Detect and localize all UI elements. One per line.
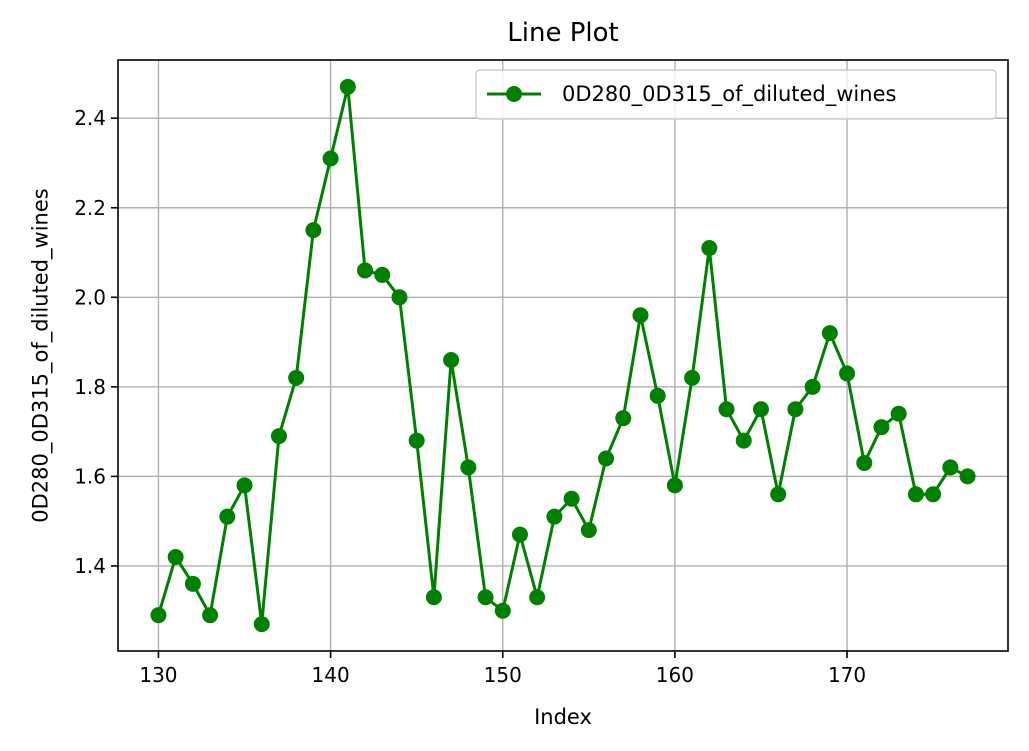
y-tick-label: 1.4 bbox=[74, 554, 106, 578]
data-point bbox=[787, 401, 804, 418]
data-point bbox=[907, 486, 924, 503]
data-point bbox=[202, 607, 219, 624]
data-point bbox=[925, 486, 942, 503]
data-point bbox=[219, 508, 236, 525]
legend: 0D280_0D315_of_diluted_wines bbox=[475, 69, 997, 120]
data-point bbox=[580, 522, 597, 539]
chart-title: Line Plot bbox=[507, 18, 618, 48]
plot-frame bbox=[117, 59, 1009, 652]
y-tick-label: 1.8 bbox=[74, 375, 106, 399]
data-point bbox=[339, 78, 356, 95]
data-point bbox=[598, 450, 615, 467]
y-axis-ticks: 1.4 1.6 1.8 2.0 2.2 2.4 bbox=[74, 106, 118, 578]
series-line bbox=[157, 85, 969, 626]
data-point bbox=[804, 378, 821, 395]
legend-marker-swatch bbox=[506, 86, 522, 102]
data-point bbox=[632, 307, 649, 324]
data-point bbox=[374, 266, 391, 283]
data-point bbox=[184, 575, 201, 592]
data-point bbox=[460, 459, 477, 476]
data-point bbox=[150, 607, 167, 624]
data-point bbox=[615, 410, 632, 427]
y-tick-label: 2.2 bbox=[74, 196, 106, 220]
data-point bbox=[666, 477, 683, 494]
y-axis-label: 0D280_0D315_of_diluted_wines bbox=[28, 188, 53, 522]
data-point bbox=[408, 432, 425, 449]
data-point bbox=[425, 589, 442, 606]
legend-label: 0D280_0D315_of_diluted_wines bbox=[562, 82, 896, 107]
data-point bbox=[718, 401, 735, 418]
data-point bbox=[752, 401, 769, 418]
data-point bbox=[735, 432, 752, 449]
data-point bbox=[443, 351, 460, 368]
data-point bbox=[649, 387, 666, 404]
data-point bbox=[511, 526, 528, 543]
data-point bbox=[357, 262, 374, 279]
x-tick-label: 150 bbox=[484, 663, 522, 687]
data-point bbox=[288, 369, 305, 386]
data-point bbox=[701, 240, 718, 257]
x-tick-label: 140 bbox=[312, 663, 350, 687]
data-point bbox=[529, 589, 546, 606]
series-layer bbox=[150, 78, 976, 633]
data-point bbox=[856, 454, 873, 471]
x-axis-ticks: 130 140 150 160 170 bbox=[139, 651, 866, 687]
data-point bbox=[167, 548, 184, 565]
x-tick-label: 170 bbox=[828, 663, 866, 687]
data-point bbox=[477, 589, 494, 606]
data-point bbox=[236, 477, 253, 494]
y-tick-label: 2.0 bbox=[74, 285, 106, 309]
data-point bbox=[322, 150, 339, 167]
data-point bbox=[305, 222, 322, 239]
data-point bbox=[270, 428, 287, 445]
data-point bbox=[873, 419, 890, 436]
data-point bbox=[546, 508, 563, 525]
x-tick-label: 160 bbox=[656, 663, 694, 687]
legend-box bbox=[475, 69, 997, 120]
y-tick-label: 1.6 bbox=[74, 464, 106, 488]
data-point bbox=[821, 325, 838, 342]
x-axis-label: Index bbox=[534, 705, 592, 729]
data-point bbox=[770, 486, 787, 503]
data-point bbox=[890, 405, 907, 422]
data-point bbox=[391, 289, 408, 306]
data-point bbox=[684, 369, 701, 386]
x-tick-label: 130 bbox=[139, 663, 177, 687]
data-point bbox=[942, 459, 959, 476]
y-tick-label: 2.4 bbox=[74, 106, 106, 130]
data-point bbox=[563, 490, 580, 507]
data-point bbox=[959, 468, 976, 485]
data-point bbox=[494, 602, 511, 619]
data-point bbox=[253, 616, 270, 633]
data-point bbox=[839, 365, 856, 382]
grid bbox=[118, 60, 1008, 651]
